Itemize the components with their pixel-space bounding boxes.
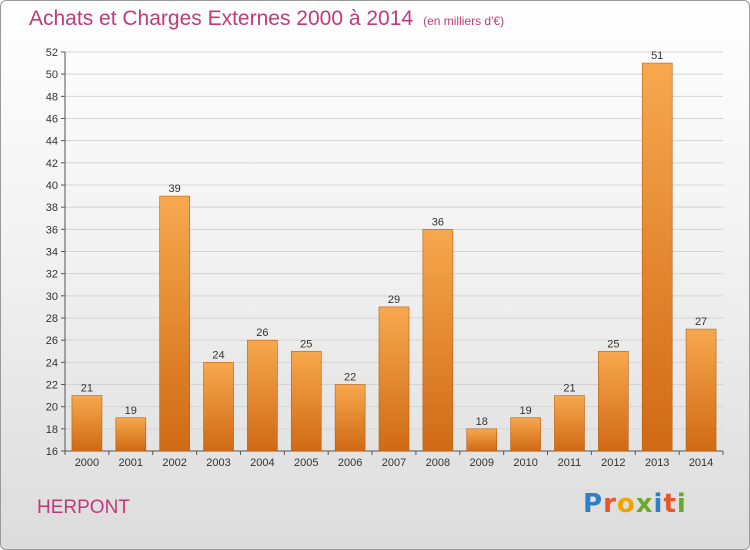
x-tick-label: 2012 — [601, 457, 625, 469]
y-tick-labels: 16 18 20 22 24 26 28 30 32 34 36 38 40 42 44 46 48 50 52 — [46, 47, 58, 458]
bar-2010 — [510, 417, 541, 452]
x-tick-label: 2013 — [645, 457, 669, 469]
chart-title-text: Achats et Charges Externes 2000 à 2014 — [29, 7, 414, 30]
logo-letter: t — [663, 489, 677, 519]
y-tick-label: 34 — [46, 247, 58, 259]
y-tick-label: 50 — [46, 69, 58, 81]
bar-2006 — [334, 384, 366, 452]
x-tick-label: 2011 — [558, 457, 582, 469]
value-label-2014: 27 — [695, 316, 707, 328]
bars — [71, 62, 717, 452]
chart-unit: (en milliers d'€) — [423, 14, 505, 28]
bar-2013 — [641, 62, 673, 452]
x-tick-label: 2007 — [382, 457, 406, 469]
y-tick-label: 30 — [46, 291, 58, 303]
value-label-2010: 19 — [519, 405, 531, 417]
bar-2003 — [203, 362, 234, 452]
value-label-2007: 29 — [388, 294, 400, 306]
x-tick-label: 2002 — [162, 457, 186, 469]
value-label-2000: 21 — [81, 383, 93, 395]
bar-2012 — [598, 350, 629, 452]
value-label-2002: 39 — [169, 183, 181, 195]
y-tick-label: 28 — [46, 313, 58, 325]
y-tick-label: 40 — [46, 180, 58, 192]
bar-2009 — [466, 428, 498, 452]
value-label-2001: 19 — [125, 405, 137, 417]
logo-letter: P — [583, 489, 604, 519]
bar-2014 — [685, 328, 717, 452]
logo-letter: i — [653, 489, 664, 519]
value-label-2011: 21 — [563, 383, 575, 395]
bar-2007 — [378, 306, 410, 452]
value-labels: 21 19 39 24 26 25 22 29 36 18 19 21 25 51 27 — [81, 50, 707, 428]
logo-letter: x — [635, 489, 654, 519]
x-tick-label: 2010 — [513, 457, 537, 469]
x-tick-label: 2014 — [689, 457, 713, 469]
value-label-2003: 24 — [212, 349, 224, 361]
y-tick-label: 52 — [46, 47, 58, 59]
bar-2000 — [71, 395, 103, 452]
value-label-2004: 26 — [256, 327, 268, 339]
x-tick-label: 2003 — [206, 457, 230, 469]
bar-2011 — [554, 395, 585, 452]
logo-letter: r — [603, 489, 617, 519]
x-tick-label: 2008 — [426, 457, 450, 469]
x-tick-label: 2004 — [250, 457, 274, 469]
value-label-2012: 25 — [607, 338, 619, 350]
y-tick-label: 22 — [46, 380, 58, 392]
y-tick-label: 44 — [46, 136, 58, 148]
logo-letter: i — [676, 489, 687, 519]
chart-title: Achats et Charges Externes 2000 à 2014 (e… — [29, 7, 504, 31]
y-tick-label: 32 — [46, 269, 58, 281]
value-label-2013: 51 — [651, 50, 663, 62]
value-label-2006: 22 — [344, 372, 356, 384]
y-tick-label: 18 — [46, 424, 58, 436]
commune-name: HERPONT — [37, 497, 130, 518]
y-tick-label: 26 — [46, 335, 58, 347]
bar-2002 — [159, 195, 190, 452]
x-tick-label: 2000 — [75, 457, 99, 469]
value-label-2005: 25 — [300, 338, 312, 350]
proxiti-logo[interactable]: Proxiti — [583, 489, 687, 519]
value-label-2008: 36 — [432, 216, 444, 228]
bar-2008 — [422, 229, 454, 452]
bar-2001 — [115, 417, 147, 452]
bar-2004 — [247, 339, 278, 452]
y-tick-label: 48 — [46, 91, 58, 103]
y-tick-label: 36 — [46, 224, 58, 236]
y-tick-label: 38 — [46, 202, 58, 214]
y-tick-label: 46 — [46, 114, 58, 126]
y-tick-label: 24 — [46, 357, 58, 369]
logo-letter: o — [616, 489, 636, 519]
x-tick-labels: 2000 2001 2002 2003 2004 2005 2006 2007 2008 2009… — [64, 451, 724, 469]
y-tick-label: 42 — [46, 158, 58, 170]
value-label-2009: 18 — [476, 416, 488, 428]
y-tick-label: 20 — [46, 402, 58, 414]
bar-2005 — [290, 350, 322, 452]
x-tick-label: 2006 — [338, 457, 362, 469]
y-tick-label: 16 — [46, 446, 58, 458]
x-tick-label: 2001 — [119, 457, 143, 469]
x-tick-label: 2009 — [469, 457, 493, 469]
x-tick-label: 2005 — [294, 457, 318, 469]
